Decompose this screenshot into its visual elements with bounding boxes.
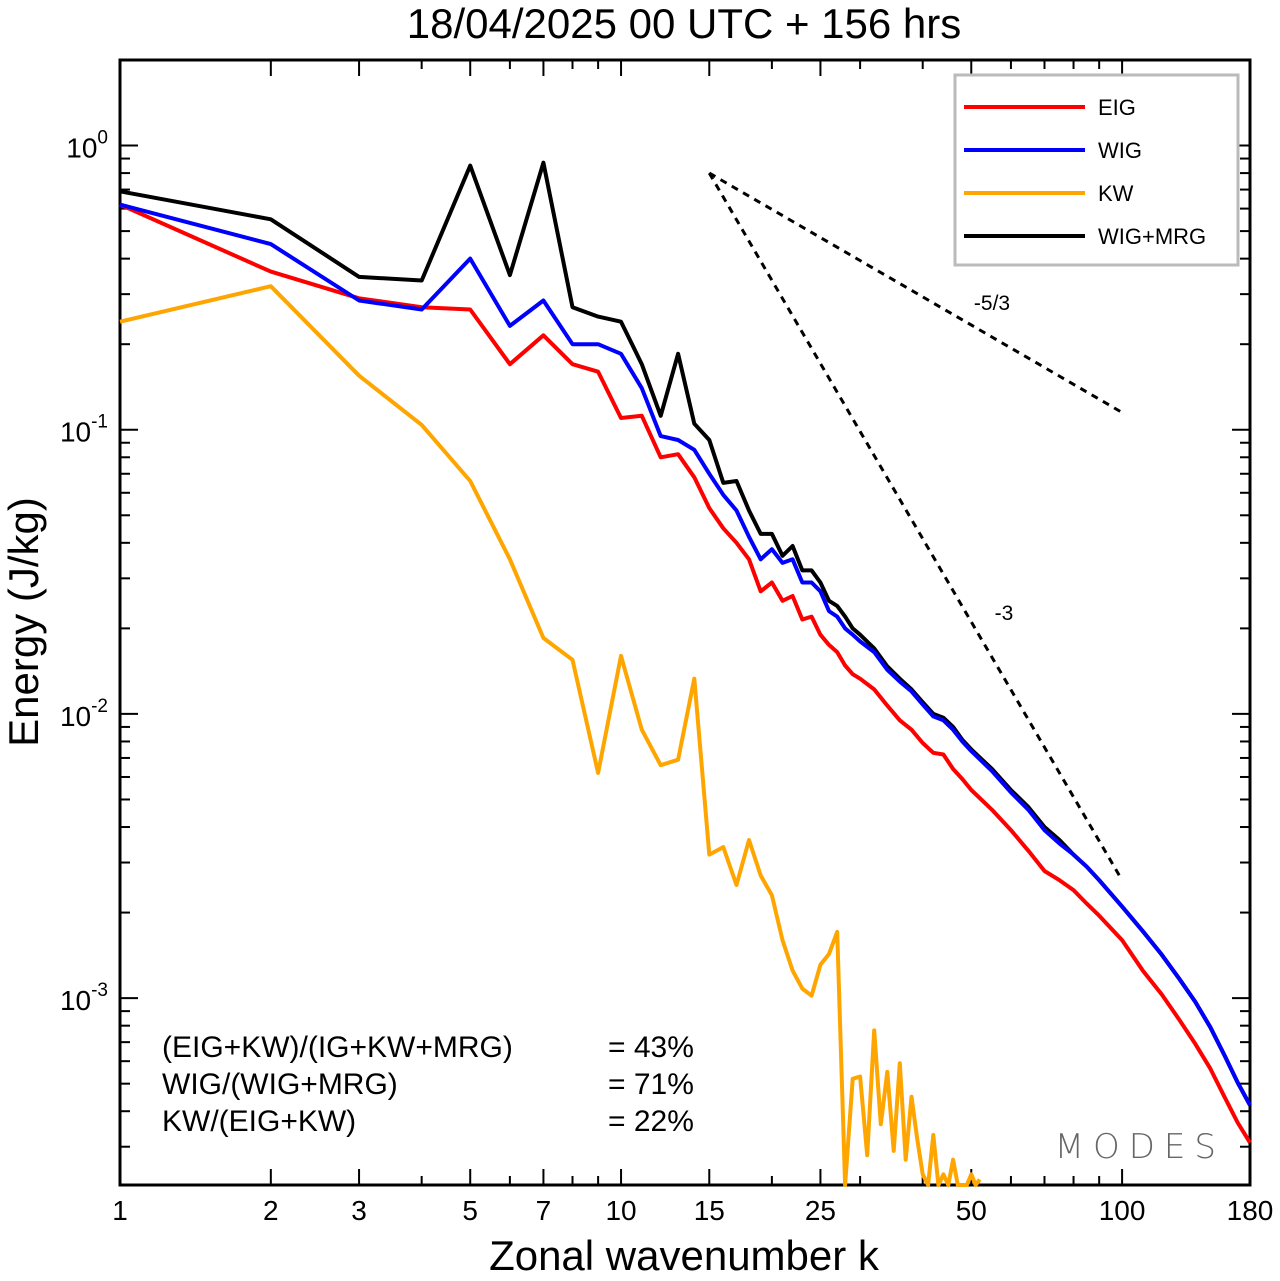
y-tick-label: 100: [66, 128, 108, 164]
stat-label: (EIG+KW)/(IG+KW+MRG): [162, 1031, 513, 1064]
y-tick-base: 10: [66, 133, 97, 164]
x-tick-label: 5: [462, 1195, 478, 1226]
y-tick-exponent: -1: [91, 412, 108, 433]
y-tick-label: 10-3: [60, 980, 108, 1016]
reference-slope-line: [707, 172, 1124, 881]
x-tick-label: 25: [805, 1195, 836, 1226]
x-tick-label: 180: [1227, 1195, 1274, 1226]
series-line-eig: [119, 202, 1252, 1144]
x-axis-label: Zonal wavenumber k: [489, 1232, 880, 1279]
stat-value: = 43%: [608, 1031, 694, 1064]
stat-value: = 22%: [608, 1105, 694, 1138]
legend: EIG WIG KW WIG+MRG: [953, 73, 1240, 267]
y-tick-base: 10: [60, 417, 91, 448]
legend-label: WIG: [1098, 138, 1142, 163]
plot-frame: [118, 58, 1252, 1187]
x-tick-label: 100: [1099, 1195, 1146, 1226]
legend-label: KW: [1098, 181, 1134, 206]
chart-title: 18/04/2025 00 UTC + 156 hrs: [407, 0, 962, 47]
stat-label: WIG/(WIG+MRG): [162, 1068, 398, 1101]
legend-label: WIG+MRG: [1098, 224, 1206, 249]
reference-slope-line: [708, 171, 1123, 414]
reference-slopes: -5/3 -3: [707, 171, 1124, 881]
series-line-wig: [119, 202, 1252, 1107]
x-tick-label: 15: [694, 1195, 725, 1226]
x-tick-label: 1: [112, 1195, 128, 1226]
reference-slope-label: -5/3: [974, 292, 1010, 315]
x-tick-label: 3: [351, 1195, 367, 1226]
statistics-annotations: (EIG+KW)/(IG+KW+MRG) = 43% WIG/(WIG+MRG) = …: [162, 1031, 694, 1138]
series-lines: [119, 160, 1252, 1187]
y-axis-label: Energy (J/kg): [0, 497, 47, 747]
modes-watermark: MODES: [1055, 1127, 1225, 1167]
series-line-kw: [119, 284, 982, 1187]
x-tick-label: 50: [956, 1195, 987, 1226]
x-tick-label: 10: [605, 1195, 636, 1226]
y-tick-label: 10-2: [60, 696, 108, 732]
y-tick-exponent: 0: [97, 128, 108, 149]
legend-label: EIG: [1098, 95, 1136, 120]
y-tick-label: 10-1: [60, 412, 108, 448]
stat-value: = 71%: [608, 1068, 694, 1101]
y-tick-exponent: -3: [91, 980, 108, 1001]
y-tick-base: 10: [60, 985, 91, 1016]
y-tick-exponent: -2: [91, 696, 108, 717]
stat-label: KW/(EIG+KW): [162, 1105, 356, 1138]
reference-slope-label: -3: [995, 602, 1014, 625]
x-tick-label: 2: [263, 1195, 279, 1226]
x-tick-label: 7: [536, 1195, 552, 1226]
y-tick-base: 10: [60, 701, 91, 732]
